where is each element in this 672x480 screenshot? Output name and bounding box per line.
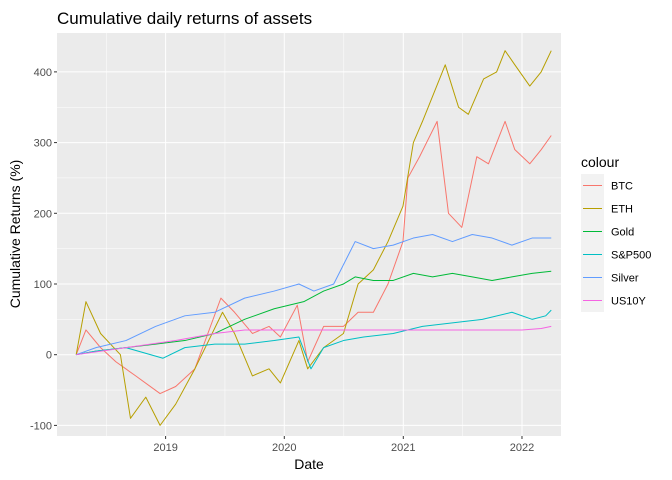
series-line-silver bbox=[76, 234, 552, 356]
legend-item-silver: Silver bbox=[581, 266, 639, 289]
legend-label: BTC bbox=[611, 181, 633, 193]
legend-label: S&P500 bbox=[611, 250, 651, 262]
x-tick-label: 2022 bbox=[510, 442, 534, 454]
legend-item-gold: Gold bbox=[581, 220, 634, 243]
y-tick-label: 100 bbox=[34, 279, 52, 291]
legend: colour BTC ETH Gold S&P500 Silver US10Y bbox=[581, 154, 651, 312]
x-tick-label: 2019 bbox=[153, 442, 177, 454]
y-tick-label: 400 bbox=[34, 67, 52, 79]
chart-title: Cumulative daily returns of assets bbox=[57, 9, 312, 28]
legend-item-sp500: S&P500 bbox=[581, 243, 651, 266]
series-layer bbox=[75, 50, 552, 426]
y-tick-label: 0 bbox=[46, 350, 52, 362]
series-line-btc bbox=[75, 120, 552, 395]
legend-label: Silver bbox=[611, 273, 639, 285]
series-line-eth bbox=[75, 50, 552, 426]
legend-item-btc: BTC bbox=[581, 174, 633, 197]
legend-label: ETH bbox=[611, 204, 633, 216]
plot-panel bbox=[57, 33, 561, 436]
legend-item-us10y: US10Y bbox=[581, 289, 647, 312]
series-line-gold bbox=[76, 270, 552, 356]
legend-items: BTC ETH Gold S&P500 Silver US10Y bbox=[581, 174, 651, 312]
series-line-us10y bbox=[76, 325, 552, 356]
x-axis-title: Date bbox=[294, 456, 324, 472]
series-line-sp500 bbox=[76, 309, 552, 370]
y-axis-title: Cumulative Returns (%) bbox=[7, 160, 23, 309]
y-tick-label: 200 bbox=[34, 208, 52, 220]
x-axis: 2019 2020 2021 2022 bbox=[153, 436, 534, 454]
legend-item-eth: ETH bbox=[581, 197, 633, 220]
legend-label: US10Y bbox=[611, 296, 647, 308]
legend-label: Gold bbox=[611, 227, 634, 239]
y-axis: -100 0 100 200 300 400 bbox=[30, 67, 57, 432]
y-tick-label: 300 bbox=[34, 138, 52, 150]
minor-gridlines bbox=[57, 33, 561, 436]
x-tick-label: 2020 bbox=[272, 442, 296, 454]
x-tick-label: 2021 bbox=[391, 442, 415, 454]
legend-title: colour bbox=[581, 154, 619, 170]
y-tick-label: -100 bbox=[30, 420, 52, 432]
